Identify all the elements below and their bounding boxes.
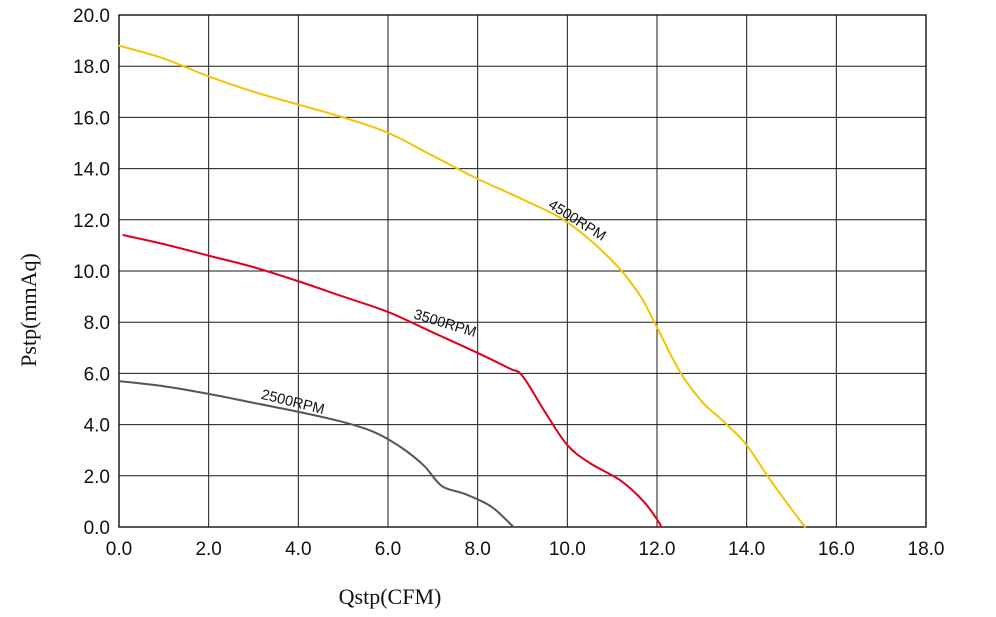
y-tick-label: 2.0 bbox=[84, 467, 110, 488]
x-axis-ticks: 0.0 2.0 4.0 6.0 8.0 10.0 12.0 14.0 16.0 18.0 bbox=[106, 539, 945, 560]
y-tick-label: 14.0 bbox=[73, 160, 110, 181]
y-tick-label: 4.0 bbox=[84, 416, 110, 437]
x-tick-label: 6.0 bbox=[375, 539, 401, 560]
y-tick-label: 20.0 bbox=[73, 6, 110, 27]
x-tick-label: 4.0 bbox=[285, 539, 311, 560]
y-axis-title: Pstp(mmAq) bbox=[16, 253, 41, 367]
y-tick-label: 12.0 bbox=[73, 211, 110, 232]
x-tick-label: 0.0 bbox=[106, 539, 132, 560]
x-tick-label: 2.0 bbox=[195, 539, 221, 560]
x-tick-label: 12.0 bbox=[639, 539, 676, 560]
curves bbox=[118, 44, 806, 528]
x-tick-label: 16.0 bbox=[818, 539, 855, 560]
y-axis-ticks: 0.0 2.0 4.0 6.0 8.0 10.0 12.0 14.0 16.0 18.0 20.0 bbox=[73, 6, 110, 539]
x-tick-label: 10.0 bbox=[549, 539, 586, 560]
y-tick-label: 0.0 bbox=[84, 518, 110, 539]
series-line-4500rpm bbox=[118, 44, 806, 528]
plot-frame bbox=[118, 14, 927, 528]
series-line-3500rpm bbox=[122, 234, 663, 528]
curve-labels: 2500RPM 3500RPM 4500RPM bbox=[260, 197, 609, 418]
y-tick-label: 6.0 bbox=[84, 364, 110, 385]
y-tick-label: 16.0 bbox=[73, 108, 110, 129]
x-axis-title: Qstp(CFM) bbox=[339, 584, 442, 609]
x-tick-label: 8.0 bbox=[464, 539, 490, 560]
curve-label: 3500RPM bbox=[412, 307, 478, 341]
x-tick-label: 18.0 bbox=[908, 539, 945, 560]
y-tick-label: 8.0 bbox=[84, 313, 110, 334]
series-line-2500rpm bbox=[118, 380, 515, 528]
grid bbox=[118, 14, 927, 528]
curve-label: 2500RPM bbox=[260, 387, 326, 418]
x-tick-label: 14.0 bbox=[728, 539, 765, 560]
curve-label: 4500RPM bbox=[545, 197, 608, 245]
y-tick-label: 18.0 bbox=[73, 57, 110, 78]
y-tick-label: 10.0 bbox=[73, 262, 110, 283]
